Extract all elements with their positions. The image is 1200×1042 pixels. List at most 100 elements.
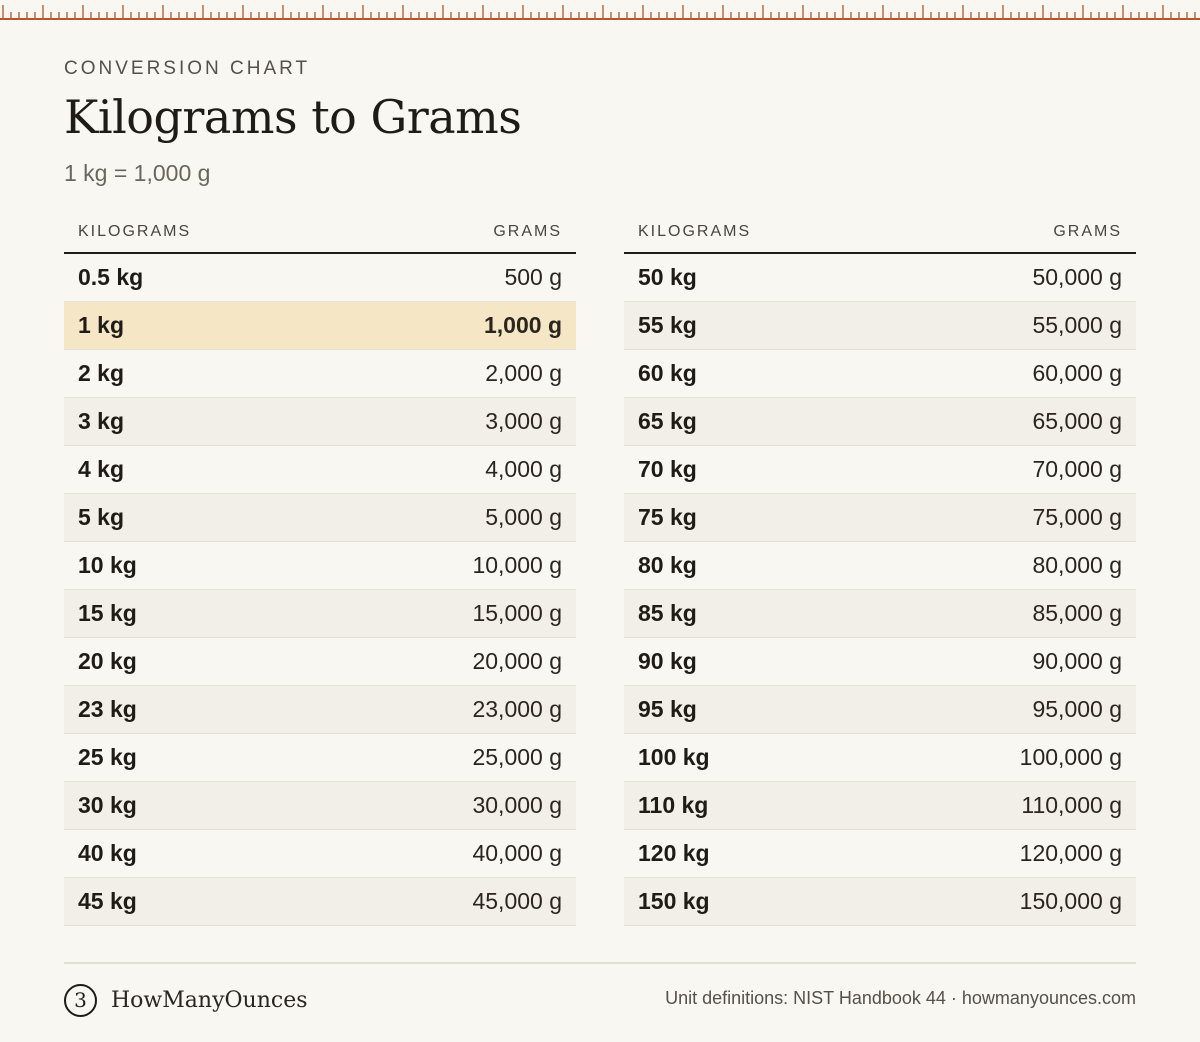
- table-row: 4 kg 4,000 g: [64, 446, 576, 494]
- table-row: 5 kg 5,000 g: [64, 494, 576, 542]
- kilograms-cell: 40 kg: [78, 840, 137, 866]
- table-row: 70 kg 70,000 g: [624, 446, 1136, 494]
- grams-cell: 100,000 g: [1019, 744, 1122, 770]
- table-row: 110 kg 110,000 g: [624, 782, 1136, 830]
- kilograms-cell: 5 kg: [78, 504, 125, 530]
- eyebrow-label: CONVERSION CHART: [64, 58, 311, 79]
- grams-cell: 23,000 g: [472, 696, 562, 722]
- kilograms-cell: 45 kg: [78, 888, 137, 914]
- table-row: 150 kg 150,000 g: [624, 878, 1136, 926]
- table-row: 25 kg 25,000 g: [64, 734, 576, 782]
- table-header: KILOGRAMS GRAMS: [624, 212, 1136, 254]
- kilograms-cell: 100 kg: [638, 744, 710, 770]
- kilograms-cell: 0.5 kg: [78, 264, 144, 290]
- table-row: 85 kg 85,000 g: [624, 590, 1136, 638]
- table-row: 10 kg 10,000 g: [64, 542, 576, 590]
- grams-cell: 15,000 g: [472, 600, 562, 626]
- column-header-grams: GRAMS: [1053, 223, 1122, 240]
- kilograms-cell: 20 kg: [78, 648, 137, 674]
- grams-cell: 500 g: [504, 264, 562, 290]
- kilograms-cell: 10 kg: [78, 552, 137, 578]
- grams-cell: 1,000 g: [484, 312, 562, 338]
- table-row: 120 kg 120,000 g: [624, 830, 1136, 878]
- grams-cell: 85,000 g: [1032, 600, 1122, 626]
- table-row: 50 kg 50,000 g: [624, 254, 1136, 302]
- grams-cell: 60,000 g: [1032, 360, 1122, 386]
- kilograms-cell: 90 kg: [638, 648, 697, 674]
- table-row: 75 kg 75,000 g: [624, 494, 1136, 542]
- table-row: 20 kg 20,000 g: [64, 638, 576, 686]
- column-header-grams: GRAMS: [493, 223, 562, 240]
- kilograms-cell: 95 kg: [638, 696, 697, 722]
- conversion-table-right: KILOGRAMS GRAMS 50 kg 50,000 g 55 kg 55,000…: [624, 212, 1136, 926]
- table-row: 90 kg 90,000 g: [624, 638, 1136, 686]
- grams-cell: 30,000 g: [472, 792, 562, 818]
- grams-cell: 55,000 g: [1032, 312, 1122, 338]
- kilograms-cell: 65 kg: [638, 408, 697, 434]
- table-row: 80 kg 80,000 g: [624, 542, 1136, 590]
- brand-name: HowManyOunces: [111, 987, 308, 1013]
- table-row: 65 kg 65,000 g: [624, 398, 1136, 446]
- kilograms-cell: 50 kg: [638, 264, 697, 290]
- table-row: 60 kg 60,000 g: [624, 350, 1136, 398]
- grams-cell: 3,000 g: [485, 408, 562, 434]
- kilograms-cell: 3 kg: [78, 408, 125, 434]
- grams-cell: 110,000 g: [1021, 792, 1122, 818]
- kilograms-cell: 1 kg: [78, 312, 125, 338]
- table-row: 23 kg 23,000 g: [64, 686, 576, 734]
- grams-cell: 25,000 g: [472, 744, 562, 770]
- kilograms-cell: 2 kg: [78, 360, 125, 386]
- grams-cell: 150,000 g: [1019, 888, 1122, 914]
- grams-cell: 95,000 g: [1032, 696, 1122, 722]
- brand[interactable]: 3 HowManyOunces: [64, 983, 308, 1017]
- kilograms-cell: 60 kg: [638, 360, 697, 386]
- column-header-kilograms: KILOGRAMS: [638, 223, 752, 240]
- table-row: 1 kg 1,000 g: [64, 302, 576, 350]
- kilograms-cell: 4 kg: [78, 456, 125, 482]
- kilograms-cell: 15 kg: [78, 600, 137, 626]
- table-row: 3 kg 3,000 g: [64, 398, 576, 446]
- table-row: 2 kg 2,000 g: [64, 350, 576, 398]
- kilograms-cell: 70 kg: [638, 456, 697, 482]
- kilograms-cell: 110 kg: [638, 792, 709, 818]
- ruler-decoration: [0, 5, 1200, 20]
- grams-cell: 70,000 g: [1032, 456, 1122, 482]
- table-row: 15 kg 15,000 g: [64, 590, 576, 638]
- table-row: 0.5 kg 500 g: [64, 254, 576, 302]
- kilograms-cell: 55 kg: [638, 312, 697, 338]
- grams-cell: 40,000 g: [472, 840, 562, 866]
- grams-cell: 65,000 g: [1032, 408, 1122, 434]
- kilograms-cell: 85 kg: [638, 600, 697, 626]
- kilograms-cell: 23 kg: [78, 696, 137, 722]
- grams-cell: 120,000 g: [1019, 840, 1122, 866]
- brand-logo-icon: 3: [64, 983, 97, 1017]
- kilograms-cell: 120 kg: [638, 840, 710, 866]
- grams-cell: 75,000 g: [1032, 504, 1122, 530]
- grams-cell: 45,000 g: [472, 888, 562, 914]
- footer-divider: [64, 962, 1136, 964]
- table-row: 95 kg 95,000 g: [624, 686, 1136, 734]
- grams-cell: 10,000 g: [472, 552, 562, 578]
- source-credit: Unit definitions: NIST Handbook 44 · how…: [665, 988, 1136, 1008]
- grams-cell: 20,000 g: [472, 648, 562, 674]
- table-row: 30 kg 30,000 g: [64, 782, 576, 830]
- grams-cell: 90,000 g: [1032, 648, 1122, 674]
- table-header: KILOGRAMS GRAMS: [64, 212, 576, 254]
- table-row: 40 kg 40,000 g: [64, 830, 576, 878]
- grams-cell: 5,000 g: [485, 504, 562, 530]
- table-row: 100 kg 100,000 g: [624, 734, 1136, 782]
- conversion-table-left: KILOGRAMS GRAMS 0.5 kg 500 g 1 kg 1,000 g 2 …: [64, 212, 576, 926]
- kilograms-cell: 30 kg: [78, 792, 137, 818]
- kilograms-cell: 25 kg: [78, 744, 137, 770]
- conversion-formula: 1 kg = 1,000 g: [64, 160, 211, 186]
- grams-cell: 80,000 g: [1032, 552, 1122, 578]
- grams-cell: 50,000 g: [1032, 264, 1122, 290]
- kilograms-cell: 150 kg: [638, 888, 710, 914]
- kilograms-cell: 75 kg: [638, 504, 697, 530]
- table-row: 45 kg 45,000 g: [64, 878, 576, 926]
- kilograms-cell: 80 kg: [638, 552, 697, 578]
- table-row: 55 kg 55,000 g: [624, 302, 1136, 350]
- grams-cell: 4,000 g: [485, 456, 562, 482]
- page-title: Kilograms to Grams: [64, 90, 522, 144]
- grams-cell: 2,000 g: [485, 360, 562, 386]
